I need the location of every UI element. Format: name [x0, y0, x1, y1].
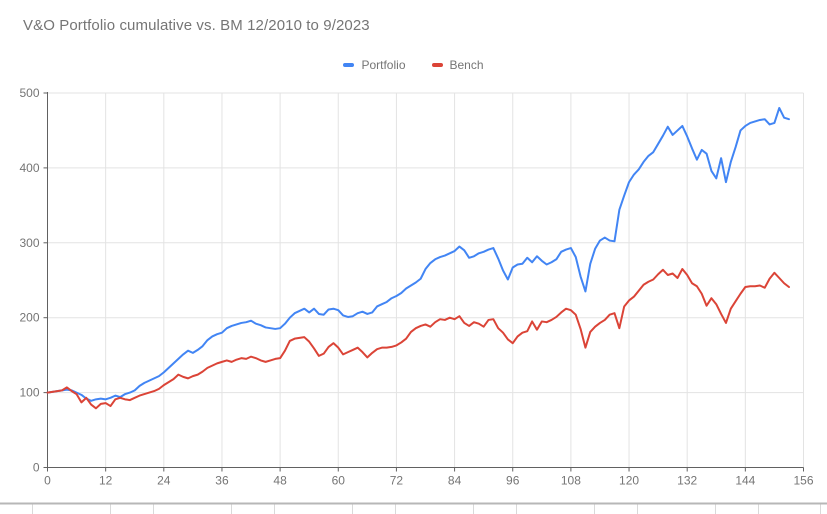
x-axis-tick-label: 72	[390, 474, 404, 488]
portfolio-swatch-icon	[343, 63, 355, 67]
x-axis-tick-label: 36	[215, 474, 229, 488]
x-axis-tick-label: 12	[99, 474, 113, 488]
legend-label-bench: Bench	[449, 58, 484, 72]
x-axis-tick-label: 24	[157, 474, 171, 488]
y-axis-tick-label: 0	[33, 461, 40, 475]
legend-item-portfolio: Portfolio	[343, 58, 406, 72]
x-axis-tick-label: 144	[735, 474, 755, 488]
x-axis-tick-label: 0	[44, 474, 51, 488]
chart-legend: Portfolio Bench	[0, 58, 827, 72]
x-axis-tick-label: 132	[677, 474, 697, 488]
y-axis-tick-label: 500	[19, 86, 39, 100]
chart-title: V&O Portfolio cumulative vs. BM 12/2010 …	[23, 17, 370, 34]
x-axis-tick-label: 120	[619, 474, 639, 488]
legend-item-bench: Bench	[431, 58, 484, 72]
y-axis-tick-label: 400	[19, 161, 39, 175]
x-axis-tick-label: 108	[561, 474, 581, 488]
series-line-portfolio	[46, 106, 790, 402]
x-axis-tick-label: 60	[332, 474, 346, 488]
series-line-bench	[46, 268, 790, 410]
y-axis-tick-label: 100	[19, 386, 39, 400]
x-axis-tick-label: 84	[448, 474, 462, 488]
x-axis-tick-label: 156	[793, 474, 813, 488]
y-axis-tick-label: 200	[19, 311, 39, 325]
legend-label-portfolio: Portfolio	[361, 58, 406, 72]
x-axis-tick-label: 48	[273, 474, 287, 488]
y-axis-tick-label: 300	[19, 236, 39, 250]
x-axis-tick-label: 96	[506, 474, 520, 488]
bench-swatch-icon	[431, 63, 443, 67]
